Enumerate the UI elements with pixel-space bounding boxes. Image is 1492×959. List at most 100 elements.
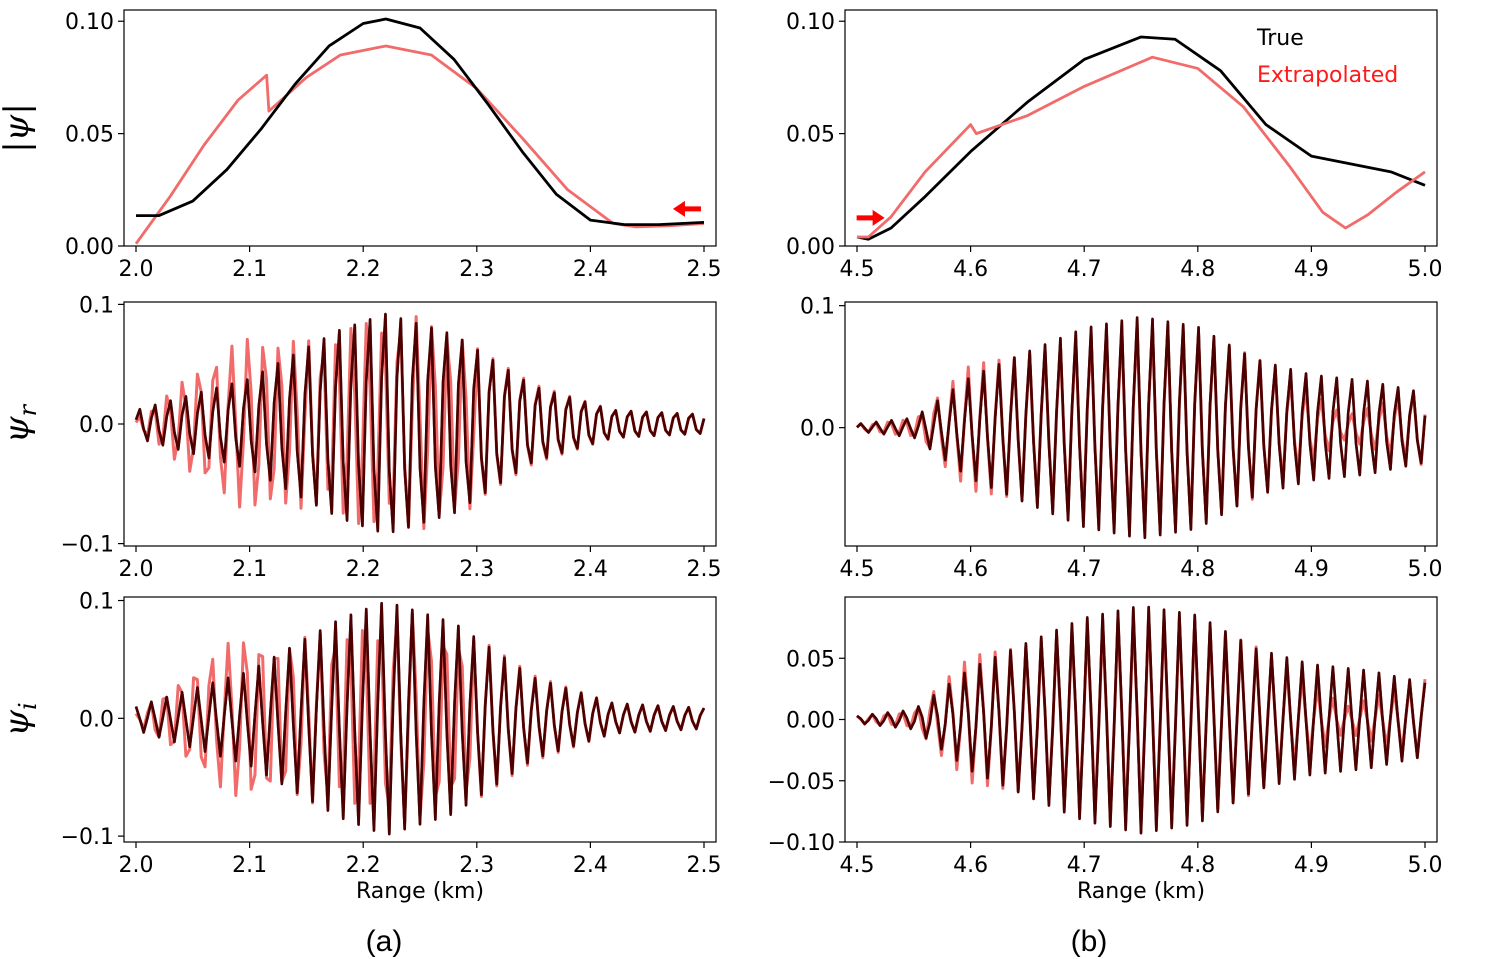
legend-entry-extrapolated: Extrapolated: [1257, 63, 1398, 88]
y-tick-label: −0.05: [768, 770, 835, 795]
caption-b: (b): [1071, 925, 1108, 958]
x-tick-label: 5.0: [1408, 853, 1443, 878]
panel-a-abs: 2.0 2.1 2.2 2.3 2.4 2.5 0.00 0.05 0.10 |ψ|: [0, 9, 722, 282]
y-axis-label: |ψ|: [0, 103, 37, 153]
plot-area: [134, 17, 705, 245]
series-line-extrapolated: [856, 615, 1427, 824]
x-tick-label: 4.8: [1180, 853, 1215, 878]
x-axis-label: Range (km): [356, 879, 484, 904]
x-tick-label: 4.5: [840, 853, 875, 878]
y-tick-label: 0.00: [786, 709, 835, 734]
y-tick-label: −0.10: [768, 831, 835, 856]
x-tick-label: 4.8: [1180, 257, 1215, 282]
x-tick-label: 4.9: [1294, 257, 1329, 282]
y-axis-label-symbol: ψ: [0, 710, 37, 737]
red-arrow-icon: [672, 200, 701, 217]
y-tick-label: 0.0: [79, 707, 114, 732]
y-tick-label: 0.1: [800, 295, 835, 320]
y-axis-label-part: |: [0, 141, 37, 152]
plot-area: [134, 601, 706, 836]
x-tick-label: 2.1: [232, 853, 267, 878]
plot-area: [855, 316, 1427, 540]
series-line-overlap: [856, 605, 1427, 835]
arrow-head: [672, 200, 685, 217]
panel-b-real: 4.5 4.6 4.7 4.8 4.9 5.0 0.0 0.1: [800, 295, 1443, 582]
x-tick-label: 2.0: [119, 257, 154, 282]
x-tick-label: 4.7: [1067, 557, 1102, 582]
x-axis-label: Range (km): [1077, 879, 1205, 904]
x-tick-label: 4.9: [1294, 557, 1329, 582]
x-tick-label: 4.5: [840, 557, 875, 582]
x-tick-label: 4.9: [1294, 853, 1329, 878]
plot-area: [856, 605, 1427, 835]
y-tick-label: 0.05: [786, 123, 835, 148]
series-line-overlap: [134, 312, 706, 534]
x-tick-label: 2.3: [459, 257, 494, 282]
y-tick-label: 0.10: [786, 10, 835, 35]
y-axis-label-part: |: [0, 103, 37, 114]
x-tick-label: 2.4: [573, 853, 608, 878]
x-tick-label: 2.5: [687, 853, 722, 878]
axes-frame: [123, 596, 717, 843]
series-line-true: [136, 17, 705, 227]
x-tick-label: 4.7: [1067, 853, 1102, 878]
arrow-head: [872, 209, 885, 226]
panel-b-imag: 4.5 4.6 4.7 4.8 4.9 5.0 −0.10 −0.05 0.00 0.05 Rang…: [768, 596, 1443, 904]
caption-a: (a): [366, 925, 403, 958]
y-tick-label: 0.00: [65, 235, 114, 260]
panel-b-abs: 4.5 4.6 4.7 4.8 4.9 5.0 0.00 0.05 0.10 True Extrap…: [786, 9, 1443, 282]
y-tick-label: 0.05: [65, 123, 114, 148]
y-tick-label: 0.05: [786, 647, 835, 672]
y-axis-label: ψi: [0, 702, 42, 736]
y-axis-label-subscript: r: [14, 403, 42, 416]
series-line-true: [856, 35, 1426, 241]
x-tick-label: 4.6: [953, 557, 988, 582]
x-tick-label: 4.6: [953, 853, 988, 878]
series-line-extrapolated: [857, 55, 1426, 239]
y-axis-label: ψr: [0, 403, 42, 443]
x-tick-label: 2.0: [119, 853, 154, 878]
x-tick-label: 2.2: [346, 853, 381, 878]
legend: True Extrapolated: [1256, 26, 1398, 88]
axes-frame: [123, 9, 717, 247]
x-tick-label: 4.5: [840, 257, 875, 282]
x-tick-label: 2.2: [346, 257, 381, 282]
y-tick-label: 0.10: [65, 10, 114, 35]
axes-frame: [844, 301, 1438, 547]
y-tick-label: 0.00: [786, 235, 835, 260]
red-arrow-icon: [856, 209, 885, 226]
axes-frame: [844, 9, 1438, 247]
x-tick-label: 2.0: [119, 557, 154, 582]
series-line-extrapolated: [134, 44, 705, 245]
series-line-overlap: [856, 316, 1427, 540]
series-line-overlap: [134, 601, 706, 836]
x-tick-label: 2.3: [459, 853, 494, 878]
legend-entry-true: True: [1256, 26, 1304, 51]
x-tick-label: 2.5: [687, 557, 722, 582]
y-tick-label: 0.0: [800, 417, 835, 442]
y-axis-label-symbol: ψ: [0, 416, 37, 443]
panel-a-imag: 2.0 2.1 2.2 2.3 2.4 2.5 −0.1 0.0 0.1 ψi Range (km): [0, 590, 722, 904]
y-tick-label: 0.0: [79, 413, 114, 438]
x-tick-label: 4.8: [1180, 557, 1215, 582]
panel-a-real: 2.0 2.1 2.2 2.3 2.4 2.5 −0.1 0.0 0.1 ψr: [0, 293, 722, 582]
x-tick-label: 2.5: [687, 257, 722, 282]
x-tick-label: 2.4: [573, 557, 608, 582]
plot-area: [134, 312, 706, 534]
x-tick-label: 4.7: [1067, 257, 1102, 282]
y-tick-label: −0.1: [61, 825, 114, 850]
y-tick-label: 0.1: [79, 293, 114, 318]
x-tick-label: 2.1: [232, 257, 267, 282]
x-tick-label: 2.3: [459, 557, 494, 582]
y-axis-label-part: ψ: [0, 114, 37, 141]
x-tick-label: 2.1: [232, 557, 267, 582]
x-tick-label: 2.2: [346, 557, 381, 582]
y-tick-label: −0.1: [61, 533, 114, 558]
x-tick-label: 2.4: [573, 257, 608, 282]
y-axis-label-subscript: i: [14, 702, 42, 710]
x-tick-label: 4.6: [953, 257, 988, 282]
plot-area: [856, 35, 1426, 241]
y-tick-label: 0.1: [79, 590, 114, 615]
x-tick-label: 5.0: [1408, 257, 1443, 282]
